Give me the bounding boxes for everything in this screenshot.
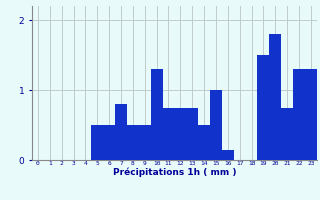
Bar xyxy=(103,125,115,160)
Bar xyxy=(281,108,293,160)
Bar xyxy=(127,125,139,160)
Bar xyxy=(115,104,127,160)
Bar xyxy=(293,69,305,160)
X-axis label: Précipitations 1h ( mm ): Précipitations 1h ( mm ) xyxy=(113,168,236,177)
Bar xyxy=(222,150,234,160)
Bar xyxy=(258,55,269,160)
Bar xyxy=(174,108,186,160)
Bar xyxy=(186,108,198,160)
Bar xyxy=(139,125,151,160)
Bar xyxy=(210,90,222,160)
Bar xyxy=(163,108,174,160)
Bar xyxy=(198,125,210,160)
Bar xyxy=(269,34,281,160)
Bar xyxy=(151,69,163,160)
Bar xyxy=(91,125,103,160)
Bar xyxy=(305,69,317,160)
